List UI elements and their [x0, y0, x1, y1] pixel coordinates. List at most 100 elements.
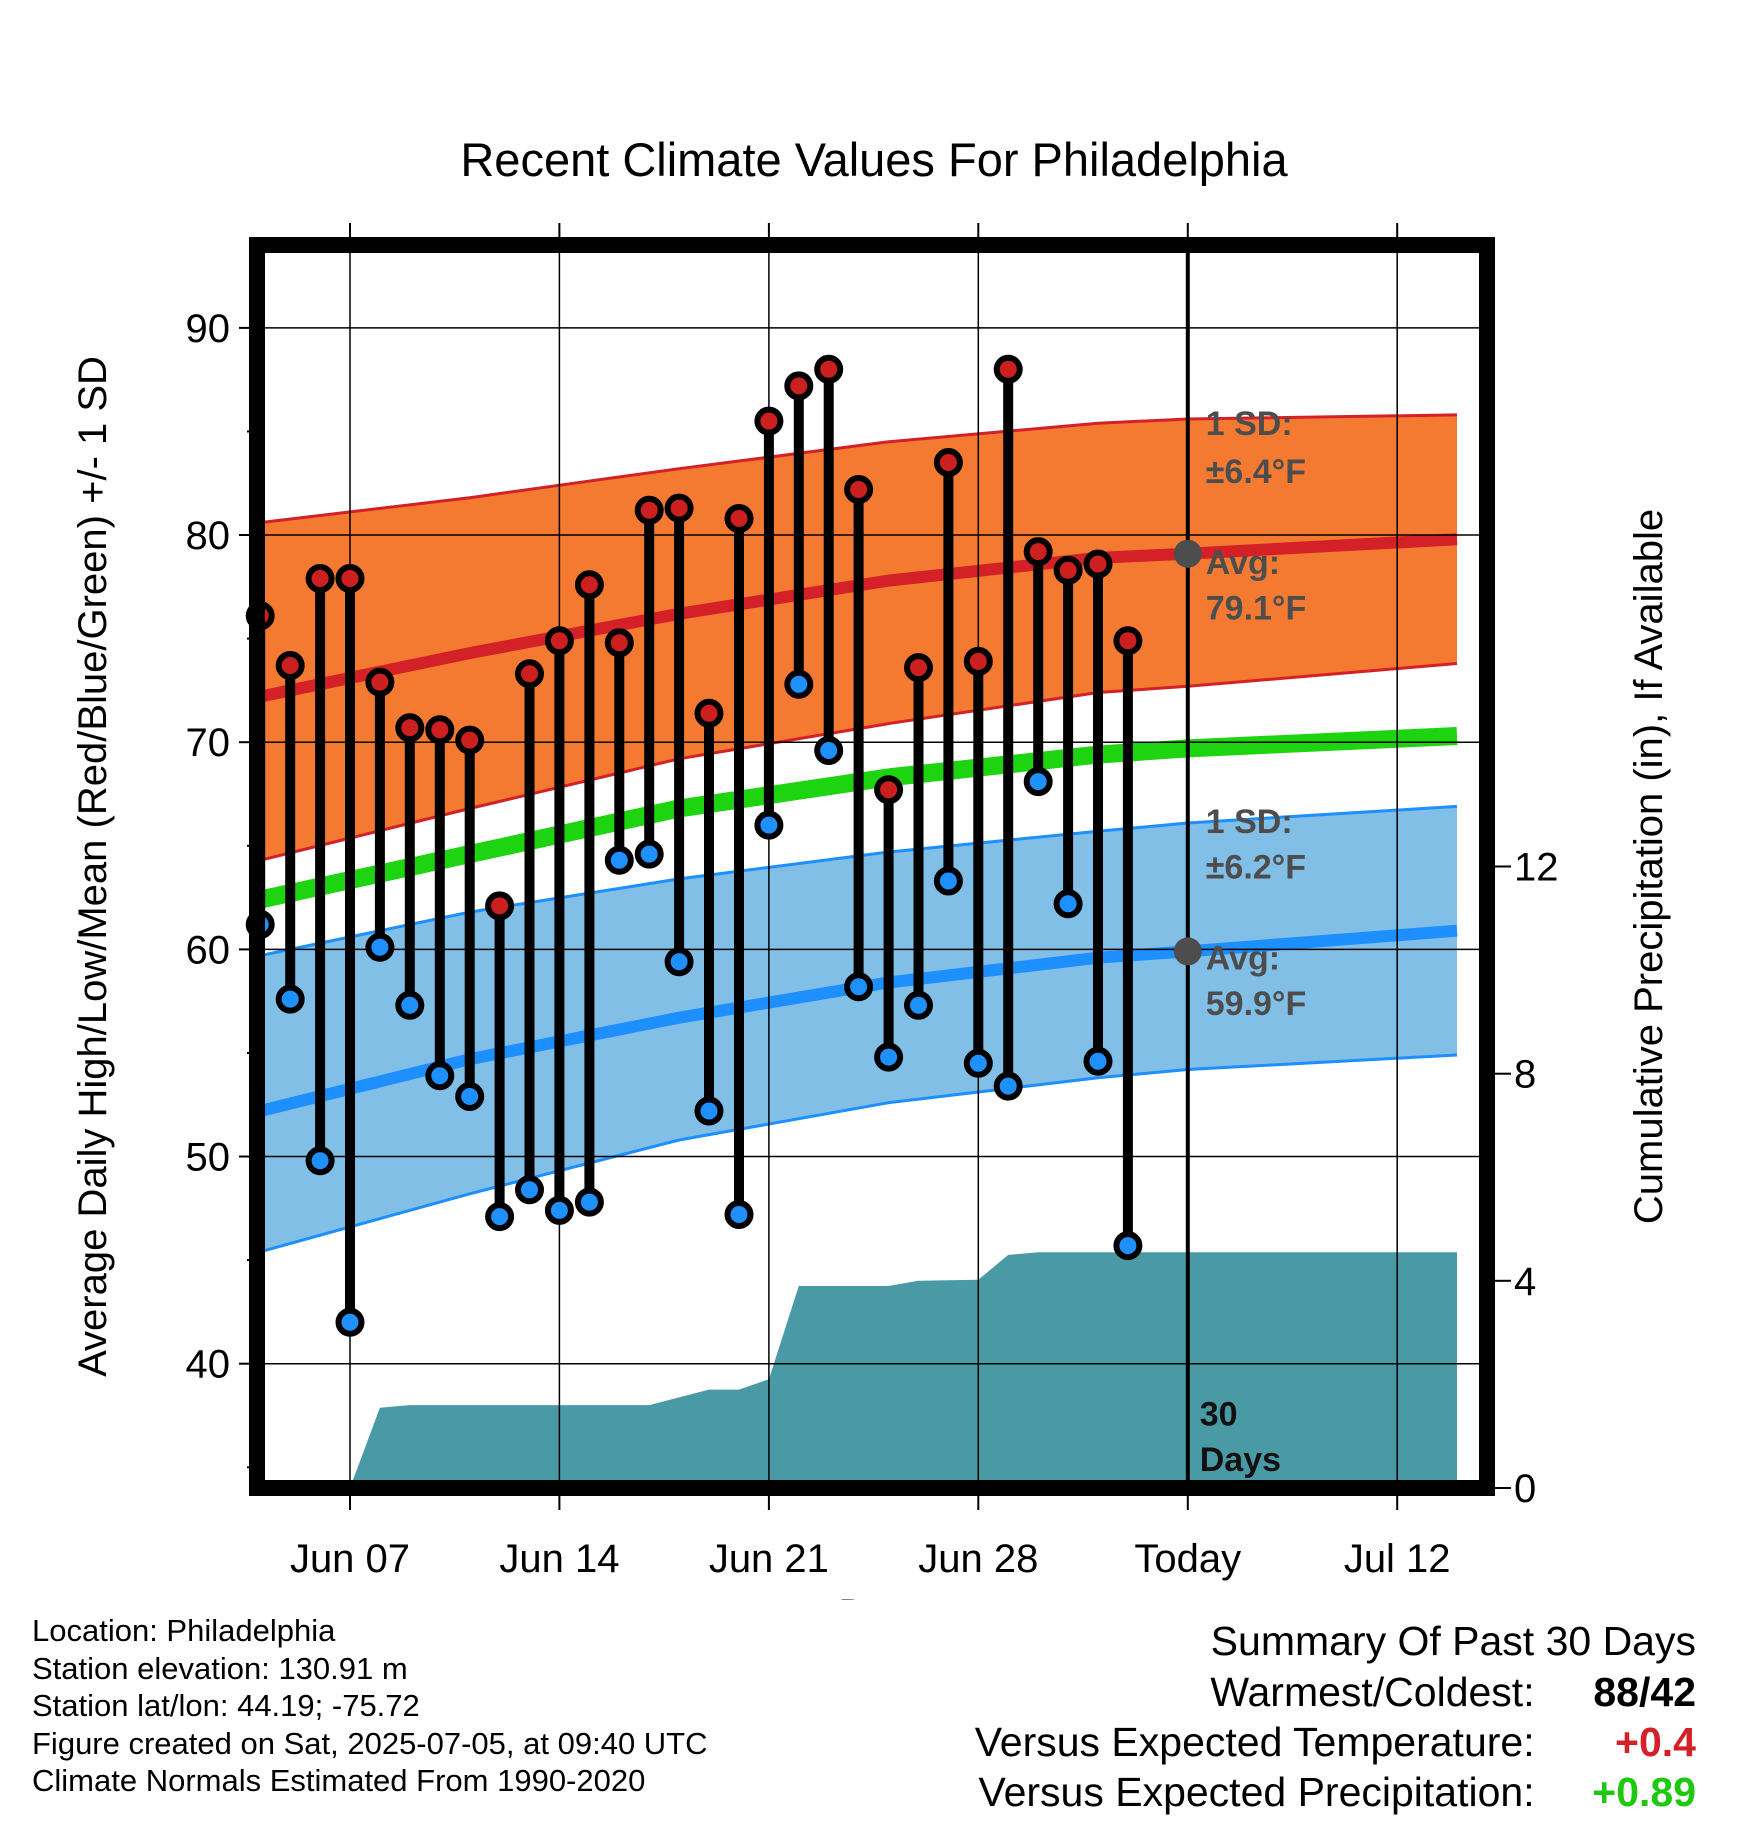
daily-low-point — [275, 984, 305, 1014]
plot-frame — [249, 237, 1495, 1496]
chart-title: Recent Climate Values For Philadelphia — [460, 133, 1288, 186]
warmest-coldest-value: 88/42 — [1593, 1669, 1696, 1715]
y2-tick-label: 8 — [1514, 1053, 1536, 1097]
temp-vs-expected-label: Versus Expected Temperature: — [974, 1719, 1535, 1765]
y-tick-label: 80 — [186, 514, 231, 558]
y-tick-label: 50 — [186, 1136, 231, 1180]
x-tick-label: Jun 28 — [918, 1537, 1038, 1581]
coldest-value: 42 — [1650, 1669, 1696, 1715]
daily-low-point — [634, 839, 664, 869]
daily-low-point — [455, 1082, 485, 1111]
daily-low-point — [365, 932, 395, 962]
daily-low-point — [844, 972, 874, 1002]
daily-high-point — [395, 713, 425, 743]
x-tick-label: Jun 14 — [499, 1537, 619, 1581]
summary-precip-row: Versus Expected Precipitation: +0.89 — [975, 1767, 1697, 1817]
high-sd-label: 1 SD: — [1206, 405, 1293, 443]
daily-high-point — [1113, 626, 1143, 656]
y-tick-label: 60 — [186, 928, 231, 972]
daily-high-point — [1053, 555, 1083, 585]
daily-high-point — [275, 651, 305, 680]
high-avg-label: Avg: — [1206, 544, 1280, 582]
station-info: Location: Philadelphia Station elevation… — [32, 1612, 708, 1800]
daily-low-point — [963, 1048, 993, 1078]
precip-vs-expected-value: +0.89 — [1592, 1769, 1696, 1815]
daily-low-point — [335, 1307, 365, 1337]
elevation-text: Station elevation: 130.91 m — [32, 1650, 408, 1686]
daily-high-point — [874, 775, 904, 805]
daily-low-point — [694, 1096, 724, 1126]
y-tick-label: 90 — [186, 307, 231, 351]
today-low-normal-marker — [1173, 937, 1202, 966]
daily-low-point — [515, 1175, 544, 1205]
summary-warmest-row: Warmest/Coldest: 88/42 — [975, 1667, 1696, 1717]
daily-high-point — [694, 698, 724, 728]
summary-title: Summary Of Past 30 Days — [1210, 1618, 1696, 1664]
daily-low-point — [874, 1042, 904, 1072]
y2-axis-label: Cumulative Precipitation (in), If Availa… — [1627, 509, 1671, 1224]
daily-high-point — [904, 653, 933, 683]
daily-high-point — [515, 659, 544, 689]
created-text: Figure created on Sat, 2025-07-05, at 09… — [32, 1725, 708, 1761]
daily-high-point — [1023, 537, 1053, 567]
precip-vs-expected-label: Versus Expected Precipitation: — [978, 1769, 1535, 1815]
daily-low-point — [574, 1187, 604, 1217]
daily-high-point — [335, 564, 365, 593]
summary-panel: Summary Of Past 30 Days Warmest/Coldest:… — [975, 1615, 1696, 1817]
daily-high-point — [365, 667, 395, 697]
daily-high-point — [634, 495, 664, 525]
daily-low-point — [1053, 889, 1083, 919]
daily-high-point — [664, 493, 694, 523]
daily-high-point — [485, 891, 515, 921]
low-sd-value: ±6.2°F — [1206, 849, 1306, 887]
daily-low-point — [724, 1200, 754, 1229]
period-label-number: 30 — [1200, 1395, 1238, 1433]
daily-high-point — [724, 504, 754, 533]
daily-low-point — [305, 1146, 335, 1176]
daily-low-point — [1023, 767, 1053, 797]
y2-tick-label: 12 — [1514, 846, 1559, 890]
y2-tick-label: 4 — [1514, 1260, 1536, 1304]
daily-high-point — [784, 371, 814, 401]
location-text: Location: Philadelphia — [32, 1613, 336, 1648]
daily-low-point — [814, 736, 844, 765]
daily-low-point — [754, 810, 784, 840]
high-sd-value: ±6.4°F — [1206, 453, 1306, 491]
daily-high-point — [544, 626, 574, 656]
daily-high-point — [814, 354, 844, 384]
y2-tick-label: 0 — [1514, 1467, 1536, 1511]
today-high-normal-marker — [1173, 539, 1202, 568]
daily-low-point — [904, 990, 933, 1020]
daily-low-point — [933, 866, 963, 896]
daily-high-point — [993, 354, 1023, 384]
x-tick-label: Jul 12 — [1344, 1537, 1451, 1581]
daily-low-point — [1113, 1231, 1143, 1261]
cumulative-precip-area — [350, 1252, 1457, 1488]
temp-vs-expected-value: +0.4 — [1615, 1719, 1696, 1765]
daily-low-point — [425, 1061, 455, 1091]
period-label-days: Days — [1200, 1441, 1281, 1479]
x-tick-label: Today — [1134, 1537, 1241, 1581]
daily-high-point — [455, 725, 485, 755]
daily-high-point — [844, 475, 874, 504]
daily-low-point — [784, 669, 814, 699]
daily-high-point — [1083, 549, 1113, 579]
daily-low-point — [544, 1195, 574, 1225]
daily-low-point — [1083, 1046, 1113, 1076]
x-tick-label: Jun 21 — [709, 1537, 829, 1581]
daily-high-point — [574, 570, 604, 600]
daily-low-point — [604, 845, 634, 875]
daily-high-point — [963, 646, 993, 676]
daily-high-point — [933, 448, 963, 477]
y-tick-label: 70 — [186, 721, 231, 765]
summary-temp-row: Versus Expected Temperature: +0.4 — [975, 1717, 1696, 1767]
daily-low-point — [395, 990, 425, 1020]
low-avg-label: Avg: — [1206, 940, 1280, 978]
latlon-text: Station lat/lon: 44.19; -75.72 — [32, 1688, 420, 1723]
x-tick-label: Jun 07 — [290, 1537, 410, 1581]
x-axis-label: Day — [838, 1592, 909, 1600]
low-avg-value: 59.9°F — [1206, 985, 1307, 1023]
daily-low-point — [993, 1071, 1023, 1101]
y-axis-label: Average Daily High/Low/Mean (Red/Blue/Gr… — [71, 356, 115, 1377]
high-avg-value: 79.1°F — [1206, 590, 1307, 628]
